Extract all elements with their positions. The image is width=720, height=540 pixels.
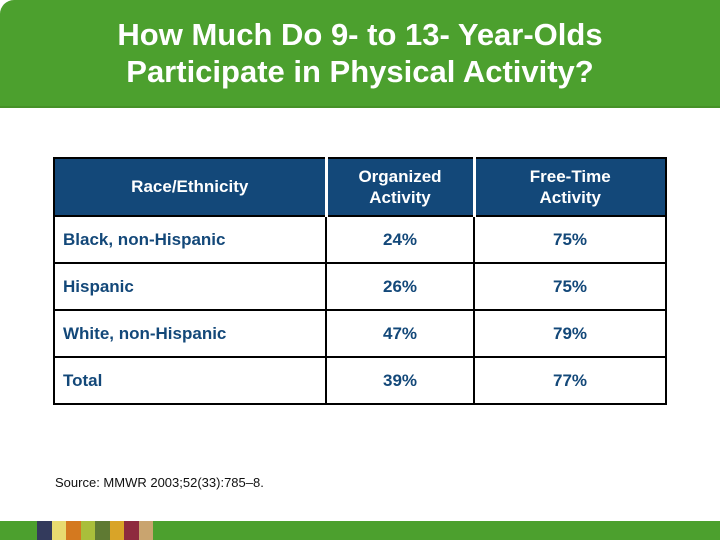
slide-title-line-1: How Much Do 9- to 13- Year-Olds — [117, 17, 603, 52]
footer-color-square — [80, 521, 95, 540]
table-row-hispanic: Hispanic 26% 75% — [53, 262, 667, 311]
title-banner: How Much Do 9- to 13- Year-Olds Particip… — [0, 0, 720, 108]
organized-activity-value: 47% — [325, 309, 475, 358]
slide-title-line-2: Participate in Physical Activity? — [126, 54, 594, 89]
organized-activity-value: 26% — [325, 262, 475, 311]
table-row-black-non-hispanic: Black, non-Hispanic 24% 75% — [53, 215, 667, 264]
free-time-activity-value: 79% — [473, 309, 667, 358]
row-label: White, non-Hispanic — [53, 309, 327, 358]
table-header-row: Race/Ethnicity Organized Activity Free-T… — [53, 157, 667, 217]
footer-squares — [37, 521, 153, 540]
organized-activity-value: 39% — [325, 356, 475, 405]
table-row-total: Total 39% 77% — [53, 356, 667, 405]
footer-bar — [0, 521, 720, 540]
footer-color-square — [109, 521, 124, 540]
header-organized-activity: Organized Activity — [324, 157, 475, 217]
footer-color-square — [51, 521, 66, 540]
free-time-activity-value: 75% — [473, 262, 667, 311]
footer-color-square — [138, 521, 153, 540]
free-time-activity-value: 75% — [473, 215, 667, 264]
footer-color-square — [37, 521, 52, 540]
activity-table-container: Race/Ethnicity Organized Activity Free-T… — [53, 157, 667, 405]
table-row-white-non-hispanic: White, non-Hispanic 47% 79% — [53, 309, 667, 358]
row-label: Total — [53, 356, 327, 405]
row-label: Black, non-Hispanic — [53, 215, 327, 264]
free-time-activity-value: 77% — [473, 356, 667, 405]
footer-color-square — [95, 521, 110, 540]
footer-color-square — [124, 521, 139, 540]
organized-activity-value: 24% — [325, 215, 475, 264]
header-race-ethnicity: Race/Ethnicity — [53, 157, 327, 217]
source-citation: Source: MMWR 2003;52(33):785–8. — [55, 475, 264, 490]
row-label: Hispanic — [53, 262, 327, 311]
header-free-time-activity: Free-Time Activity — [472, 157, 667, 217]
activity-table: Race/Ethnicity Organized Activity Free-T… — [53, 157, 667, 405]
footer-color-square — [66, 521, 81, 540]
